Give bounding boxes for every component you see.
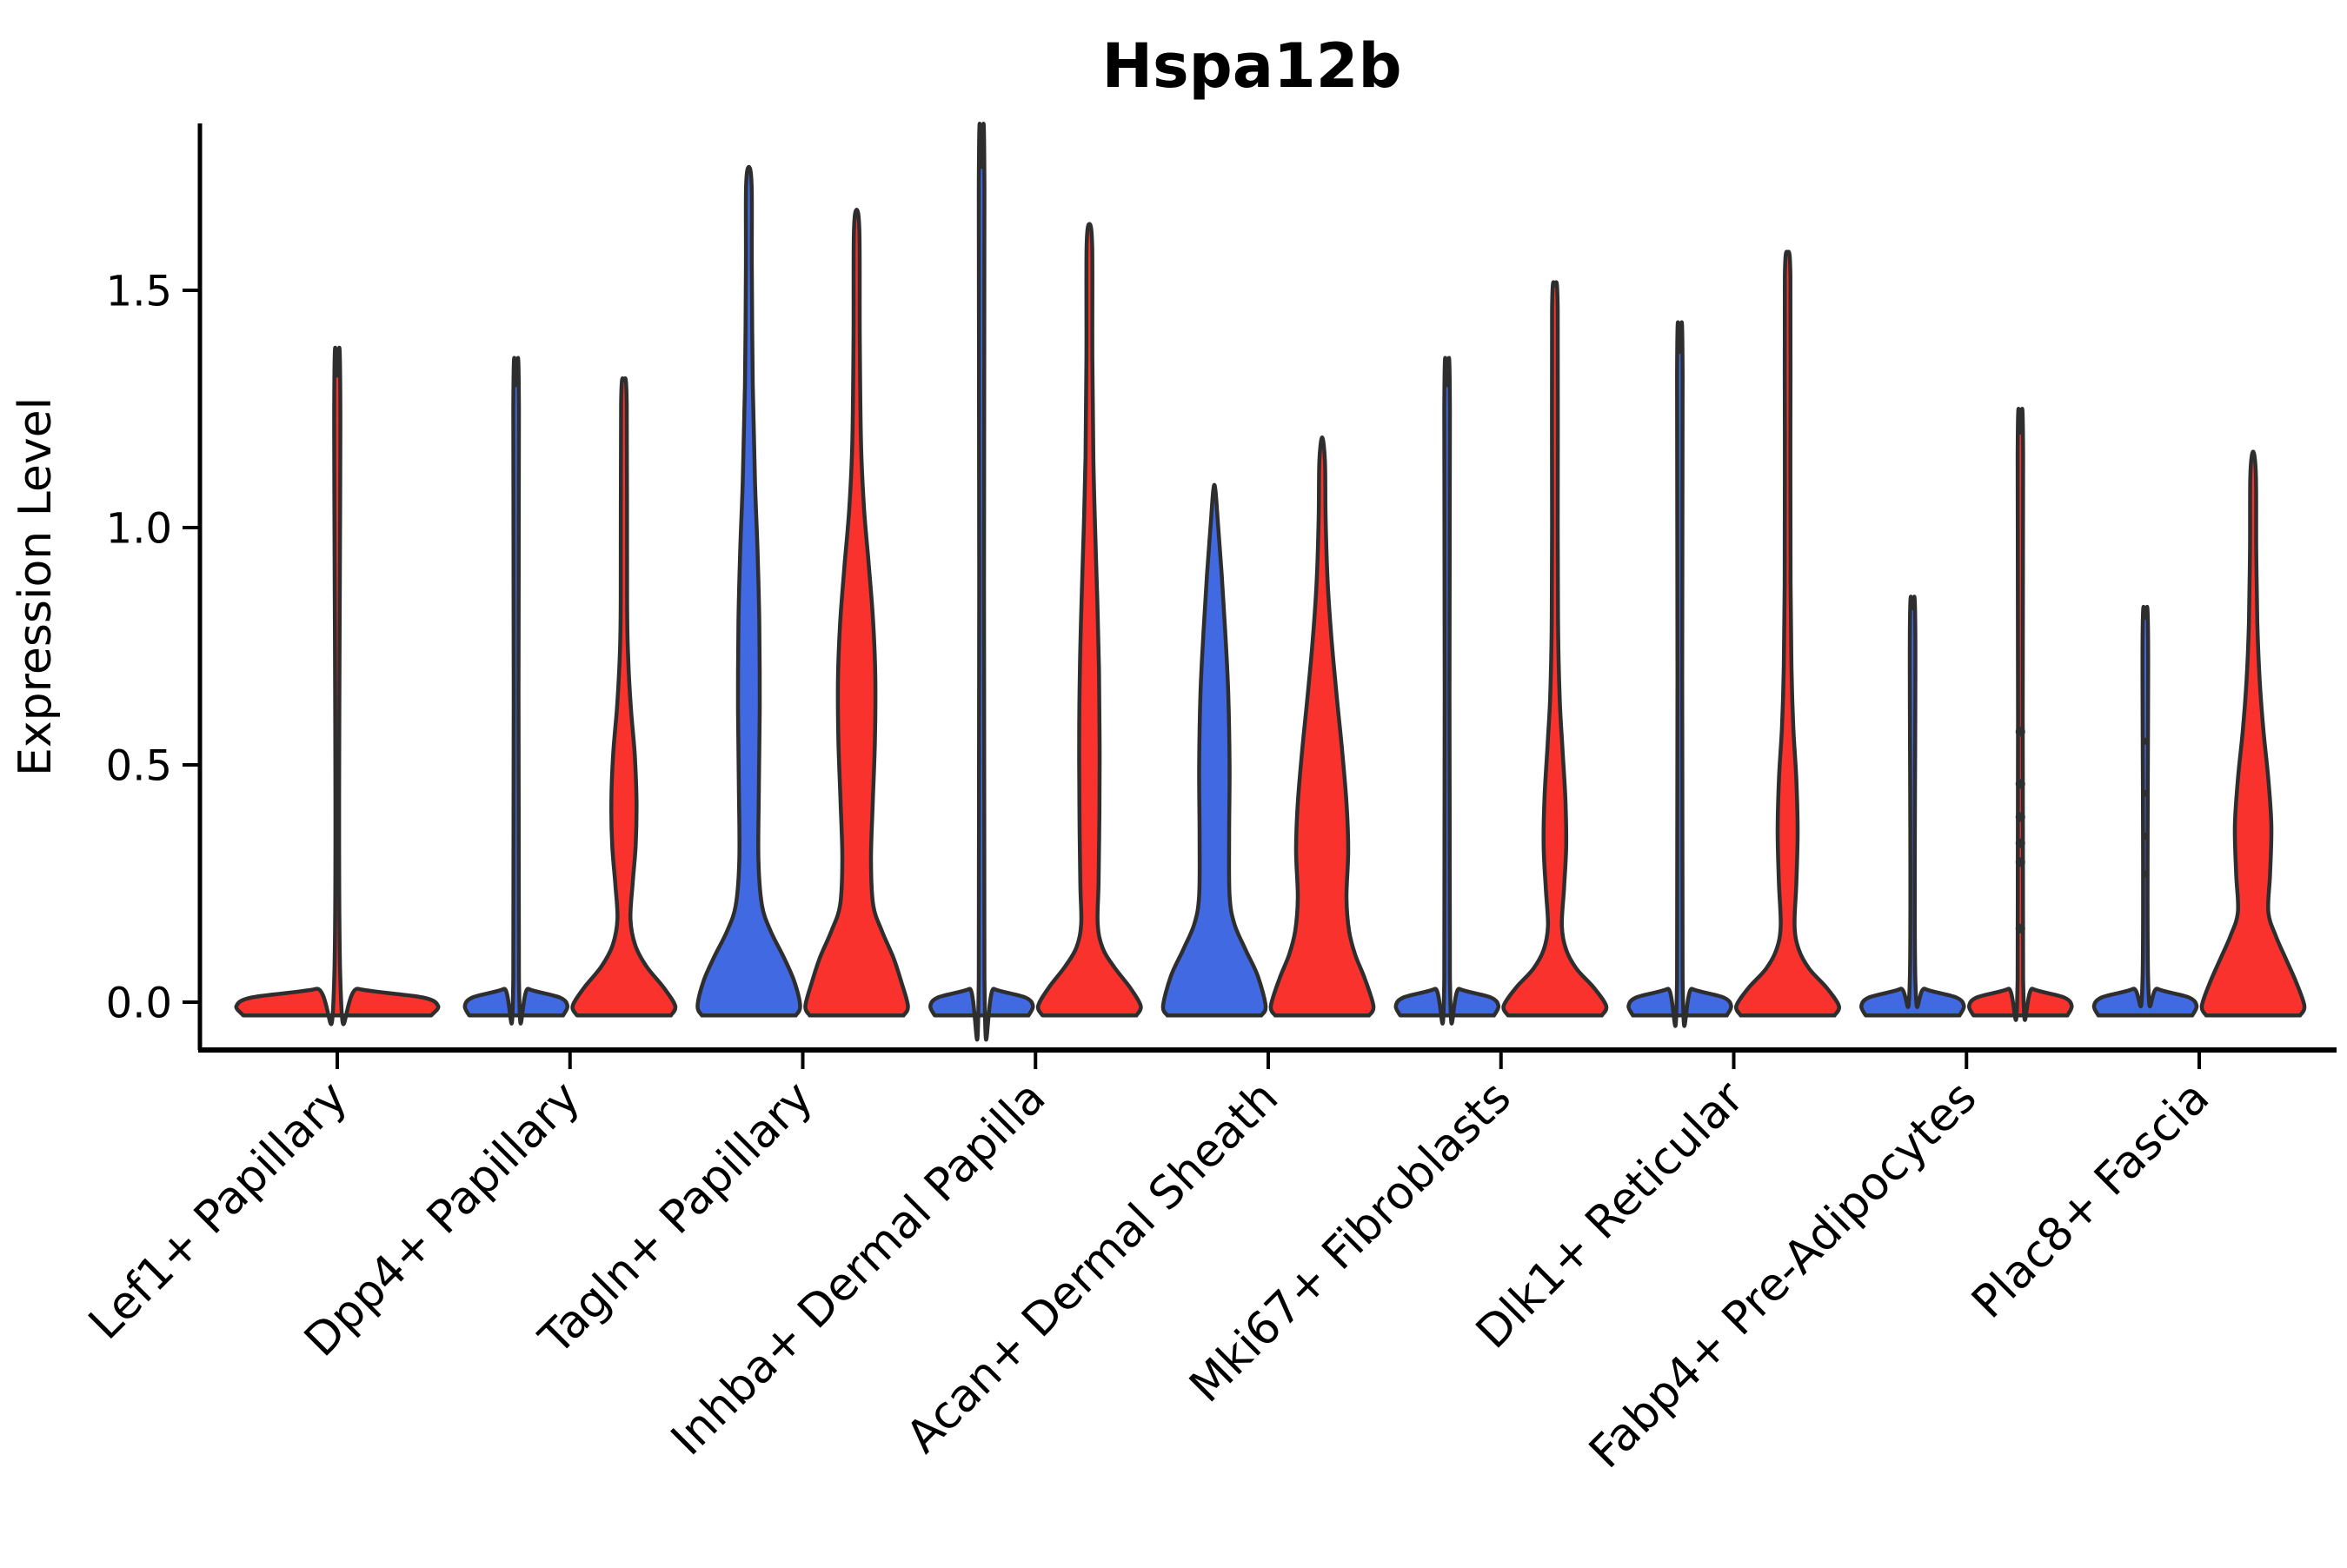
x-tick-label-inhba-dermal-papilla: Inhba+ Dermal Papilla bbox=[662, 1072, 1055, 1465]
violin-inhba-dermal-papilla-right bbox=[1035, 222, 1143, 1018]
violin-point-fabp4-pre-adipocytes-right bbox=[2015, 838, 2025, 848]
violin-plac8-fascia-left bbox=[2091, 604, 2199, 1018]
violin-lef1-papillary-center bbox=[234, 345, 441, 1027]
violin-point-plac8-fascia-left bbox=[2142, 789, 2149, 797]
violin-inhba-dermal-papilla-left bbox=[928, 122, 1035, 1042]
violin-point-plac8-fascia-left bbox=[2142, 832, 2149, 840]
plot-title: Hspa12b bbox=[1101, 30, 1401, 102]
y-tick-label: 0.5 bbox=[106, 741, 172, 790]
violin-dlk1-reticular-right bbox=[1734, 249, 1841, 1018]
violin-point-plac8-fascia-left bbox=[2142, 737, 2149, 745]
violin-point-fabp4-pre-adipocytes-right bbox=[2015, 812, 2025, 822]
violin-tagln-papillary-left bbox=[695, 164, 802, 1018]
x-tick-label-acan-dermal-sheath: Acan+ Dermal Sheath bbox=[897, 1072, 1289, 1464]
x-tick-label-fabp4-pre-adipocytes: Fabp4+ Pre-Adipocytes bbox=[1579, 1072, 1986, 1478]
violin-point-fabp4-pre-adipocytes-right bbox=[2015, 727, 2025, 737]
violin-dlk1-reticular-left bbox=[1626, 320, 1733, 1028]
violin-point-fabp4-pre-adipocytes-right bbox=[2015, 857, 2025, 867]
y-axis-label: Expression Level bbox=[10, 397, 62, 776]
violin-dpp4-papillary-left bbox=[462, 355, 570, 1026]
violin-mki67-fibroblasts-right bbox=[1501, 280, 1609, 1018]
violin-point-fabp4-pre-adipocytes-right bbox=[2015, 923, 2025, 933]
y-tick-label: 1.5 bbox=[106, 267, 172, 316]
x-tick-label-plac8-fascia: Plac8+ Fascia bbox=[1962, 1072, 2219, 1329]
violin-tagln-papillary-right bbox=[803, 207, 910, 1018]
violin-dpp4-papillary-right bbox=[570, 376, 678, 1018]
violin-fabp4-pre-adipocytes-left bbox=[1859, 595, 1966, 1018]
violin-point-plac8-fascia-left bbox=[2142, 870, 2149, 878]
violin-acan-dermal-sheath-left bbox=[1160, 482, 1268, 1018]
y-tick-label: 0.0 bbox=[106, 979, 172, 1027]
violin-point-fabp4-pre-adipocytes-right bbox=[2015, 779, 2025, 789]
violin-fabp4-pre-adipocytes-right bbox=[1967, 407, 2074, 1022]
violin-mki67-fibroblasts-left bbox=[1393, 355, 1501, 1026]
violin-plac8-fascia-right bbox=[2199, 449, 2307, 1018]
violin-acan-dermal-sheath-right bbox=[1268, 435, 1376, 1018]
y-tick-label: 1.0 bbox=[106, 504, 172, 553]
